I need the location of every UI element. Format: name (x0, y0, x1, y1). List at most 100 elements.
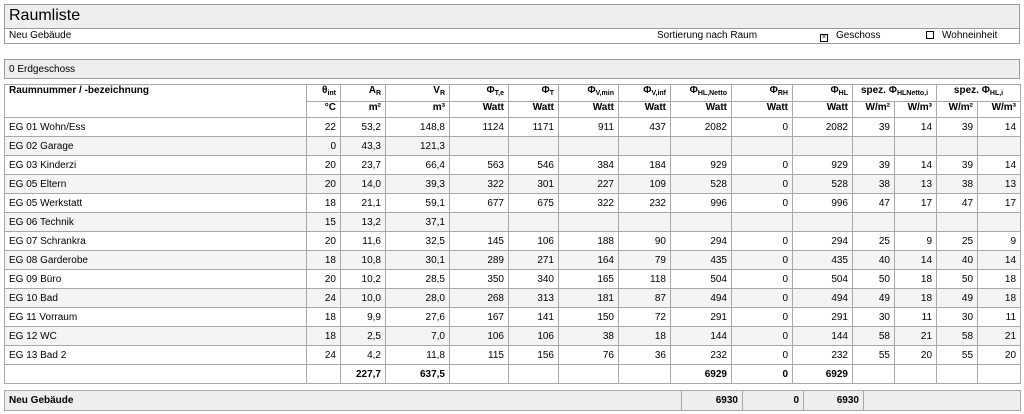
option-wohneinheit[interactable]: Wohneinheit (926, 30, 997, 41)
sum-area: 227,7 (340, 364, 386, 384)
table-cell: 188 (558, 231, 619, 251)
col-header-phi-vmin: ΦV,min (558, 84, 619, 102)
table-cell: 340 (508, 269, 559, 289)
table-cell: 49 (936, 288, 979, 308)
room-name: EG 09 Büro (4, 269, 307, 289)
table-cell (977, 136, 1022, 156)
table-cell: 13 (977, 174, 1022, 194)
table-cell (618, 136, 671, 156)
table-cell: 232 (618, 193, 671, 213)
table-row: EG 02 Garage 0 43,3 121,3 (4, 136, 1022, 156)
table-cell: 18 (306, 250, 341, 270)
table-cell: 39 (852, 155, 895, 175)
table-row: EG 05 Eltern 20 14,0 39,3 322 301 227 109 528 0 52… (4, 174, 1022, 194)
building-total: Neu Gebäude 6930 0 6930 (4, 390, 1021, 411)
room-name: EG 10 Bad (4, 288, 307, 308)
table-cell: 106 (508, 326, 559, 346)
header-row: Raumnummer / -bezeichnung θint AR VR ΦT,… (4, 84, 1022, 118)
table-row: EG 13 Bad 2 24 4,2 11,8 115 156 76 36 232 0 232 55 2… (4, 345, 1022, 365)
table-cell: 322 (558, 193, 619, 213)
wohneinheit-checkbox[interactable] (926, 31, 934, 39)
unit-phi-t: Watt (508, 101, 559, 118)
table-cell: 148,8 (385, 117, 450, 137)
table-cell: 11 (977, 307, 1022, 327)
col-header-phi-hlnetto: ΦHL,Netto (670, 84, 732, 102)
table-cell (792, 212, 853, 232)
table-cell: 20 (306, 269, 341, 289)
room-name: EG 07 Schrankra (4, 231, 307, 251)
table-cell: 313 (508, 288, 559, 308)
unit-volume: m³ (385, 101, 450, 118)
table-cell: 53,2 (340, 117, 386, 137)
table-cell: 9 (893, 231, 938, 251)
table-cell: 0 (731, 193, 793, 213)
table-cell: 14 (977, 250, 1022, 270)
table-cell: 384 (558, 155, 619, 175)
table-cell: 76 (558, 345, 619, 365)
table-row: EG 01 Wohn/Ess 22 53,2 148,8 1124 1171 911 437 2… (4, 117, 1022, 137)
col-header-theta: θint (306, 84, 341, 102)
unit-theta: °C (306, 101, 341, 118)
room-name: EG 08 Garderobe (4, 250, 307, 270)
table-cell: 39 (852, 117, 895, 137)
table-cell (670, 136, 732, 156)
table-cell: 322 (449, 174, 509, 194)
table-cell: 141 (508, 307, 559, 327)
table-cell: 24 (306, 345, 341, 365)
table-cell: 25 (852, 231, 895, 251)
table-cell: 0 (731, 288, 793, 308)
table-cell: 49 (852, 288, 895, 308)
table-cell: 929 (670, 155, 732, 175)
table-cell: 2082 (792, 117, 853, 137)
table-cell: 291 (670, 307, 732, 327)
table-cell (852, 212, 895, 232)
total-row: Neu Gebäude 6930 0 6930 (4, 390, 1021, 411)
table-cell: 435 (670, 250, 732, 270)
table-cell: 18 (618, 326, 671, 346)
table-cell: 40 (936, 250, 979, 270)
table-cell: 72 (618, 307, 671, 327)
table-cell: 39 (936, 117, 979, 137)
table-cell (936, 212, 979, 232)
table-cell: 0 (731, 345, 793, 365)
geschoss-checkbox[interactable]: × (820, 34, 828, 42)
col-header-phi-t: ΦT (508, 84, 559, 102)
wohneinheit-label: Wohneinheit (942, 30, 998, 41)
table-cell: 437 (618, 117, 671, 137)
table-cell: 0 (731, 231, 793, 251)
unit-spez-netto-area: W/m² (852, 101, 895, 118)
table-cell: 11 (893, 307, 938, 327)
room-name: EG 01 Wohn/Ess (4, 117, 307, 137)
unit-area: m² (340, 101, 386, 118)
table-cell: 47 (852, 193, 895, 213)
table-cell (670, 212, 732, 232)
table-cell: 22 (306, 117, 341, 137)
table-cell: 50 (936, 269, 979, 289)
table-cell: 18 (306, 193, 341, 213)
unit-phi-hl: Watt (792, 101, 853, 118)
table-cell: 38 (852, 174, 895, 194)
table-row: EG 12 WC 18 2,5 7,0 106 106 38 18 144 0 144 58 21 58 2… (4, 326, 1022, 346)
table-cell: 4,2 (340, 345, 386, 365)
option-geschoss[interactable]: × Geschoss (820, 30, 880, 42)
table-cell: 55 (852, 345, 895, 365)
table-cell: 184 (618, 155, 671, 175)
col-header-phi-te: ΦT,e (449, 84, 509, 102)
table-cell: 18 (977, 288, 1022, 308)
table-cell: 14 (893, 155, 938, 175)
table-cell: 232 (792, 345, 853, 365)
info-bar: Neu Gebäude Sortierung nach Raum × Gescho… (4, 28, 1020, 44)
table-cell (558, 136, 619, 156)
room-name: EG 11 Vorraum (4, 307, 307, 327)
table-cell (618, 212, 671, 232)
table-cell: 21,1 (340, 193, 386, 213)
sum-phi-rh: 0 (731, 364, 793, 384)
table-row: EG 08 Garderobe 18 10,8 30,1 289 271 164 79 435 0… (4, 250, 1022, 270)
table-cell: 87 (618, 288, 671, 308)
table-cell: 20 (306, 155, 341, 175)
col-header-area: AR (340, 84, 386, 102)
table-cell: 14 (893, 250, 938, 270)
table-cell: 66,4 (385, 155, 450, 175)
table-cell: 294 (792, 231, 853, 251)
table-cell: 38 (558, 326, 619, 346)
